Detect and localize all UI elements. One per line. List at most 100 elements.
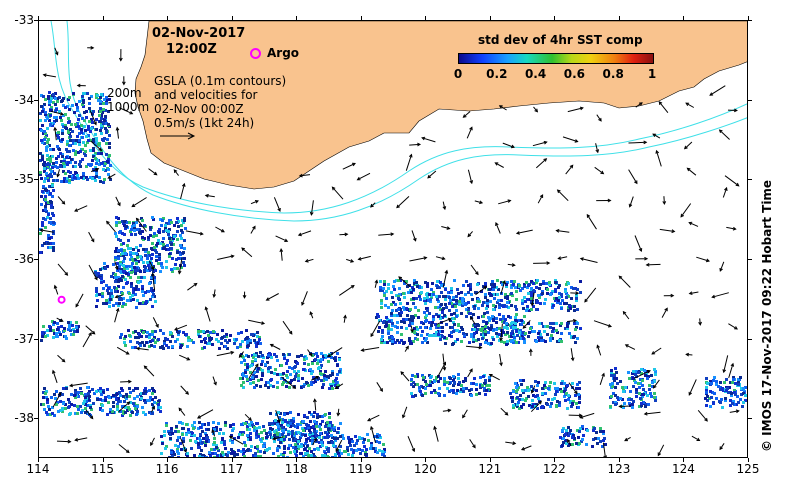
sst-pixel (107, 168, 110, 171)
sst-pixel (127, 299, 130, 302)
sst-pixel (370, 442, 373, 445)
sst-pixel (456, 389, 459, 392)
sst-pixel (451, 317, 454, 320)
sst-pixel (271, 436, 274, 439)
sst-pixel (564, 439, 567, 442)
sst-pixel (387, 332, 390, 335)
sst-pixel (449, 319, 452, 322)
sst-pixel (285, 374, 288, 377)
sst-pixel (103, 262, 106, 265)
sst-pixel (530, 297, 533, 300)
sst-pixel (247, 338, 250, 341)
sst-pixel (319, 360, 322, 363)
sst-pixel (174, 263, 177, 266)
sst-pixel (495, 332, 498, 335)
sst-pixel (165, 222, 168, 225)
sst-pixel (486, 302, 489, 305)
sst-pixel (370, 444, 373, 447)
velocity-arrow-head (178, 407, 183, 412)
sst-pixel (50, 106, 53, 109)
sst-pixel (122, 302, 125, 305)
sst-pixel (59, 333, 62, 336)
sst-pixel (138, 228, 141, 231)
sst-pixel (489, 300, 492, 303)
sst-pixel (95, 390, 98, 393)
sst-pixel (510, 335, 513, 338)
sst-pixel (66, 163, 69, 166)
sst-pixel (567, 394, 570, 397)
sst-pixel (46, 141, 49, 144)
sst-pixel (173, 267, 176, 270)
sst-pixel (137, 281, 140, 284)
velocity-arrow (88, 264, 98, 280)
sst-pixel (367, 439, 370, 442)
sst-pixel (100, 274, 103, 277)
sst-pixel (202, 454, 205, 457)
velocity-arrow (489, 374, 500, 381)
sst-pixel (125, 225, 128, 228)
sst-pixel (155, 251, 158, 254)
sst-pixel (572, 287, 575, 290)
sst-pixel (460, 326, 463, 329)
sst-pixel (339, 445, 342, 448)
sst-pixel (486, 299, 489, 302)
velocity-arrow-head (193, 282, 198, 287)
sst-pixel (122, 260, 125, 263)
sst-pixel (149, 267, 152, 270)
sst-pixel (74, 171, 77, 174)
sst-pixel (44, 218, 47, 221)
velocity-arrow-head (277, 419, 281, 424)
velocity-arrow-head (313, 437, 317, 442)
velocity-arrow (244, 413, 252, 421)
sst-pixel (492, 319, 495, 322)
sst-pixel (385, 316, 388, 319)
sst-pixel (292, 437, 295, 440)
sst-pixel (81, 117, 84, 120)
velocity-arrow-head (185, 391, 190, 395)
sst-pixel (40, 195, 43, 198)
sst-pixel (87, 125, 90, 128)
sst-pixel (711, 391, 714, 394)
sst-pixel (396, 321, 399, 324)
sst-pixel (140, 397, 143, 400)
sst-pixel (457, 377, 460, 380)
sst-pixel (121, 414, 124, 417)
sst-pixel (58, 96, 61, 99)
sst-pixel (112, 263, 115, 266)
sst-pixel (310, 450, 313, 453)
velocity-arrow-head (510, 144, 515, 149)
sst-pixel (279, 433, 282, 436)
sst-pixel (72, 149, 75, 152)
sst-pixel (510, 322, 513, 325)
velocity-arrow (57, 263, 68, 276)
sst-pixel (108, 154, 111, 157)
sst-pixel (110, 275, 113, 278)
velocity-arrow (628, 169, 638, 184)
sst-pixel (400, 311, 403, 314)
sst-pixel (139, 244, 142, 247)
velocity-arrow-head (279, 248, 284, 253)
sst-pixel (339, 368, 342, 371)
sst-pixel (576, 322, 579, 325)
sst-pixel (246, 368, 249, 371)
sst-pixel (650, 395, 653, 398)
sst-pixel (259, 455, 262, 457)
sst-pixel (439, 308, 442, 311)
sst-pixel (76, 405, 79, 408)
sst-pixel (574, 287, 577, 290)
sst-pixel (552, 304, 555, 307)
sst-pixel (148, 269, 151, 272)
velocity-arrow-head (574, 139, 579, 143)
velocity-arrow (150, 437, 155, 446)
sst-pixel (49, 217, 52, 220)
sst-pixel (50, 204, 53, 207)
sst-pixel (66, 140, 69, 143)
sst-pixel (170, 427, 173, 430)
sst-pixel (246, 345, 249, 348)
lon-tick-label: 120 (413, 462, 437, 476)
sst-pixel (362, 441, 365, 444)
sst-pixel (452, 379, 455, 382)
sst-pixel (49, 148, 52, 151)
sst-pixel (49, 114, 52, 117)
sst-pixel (742, 401, 745, 404)
